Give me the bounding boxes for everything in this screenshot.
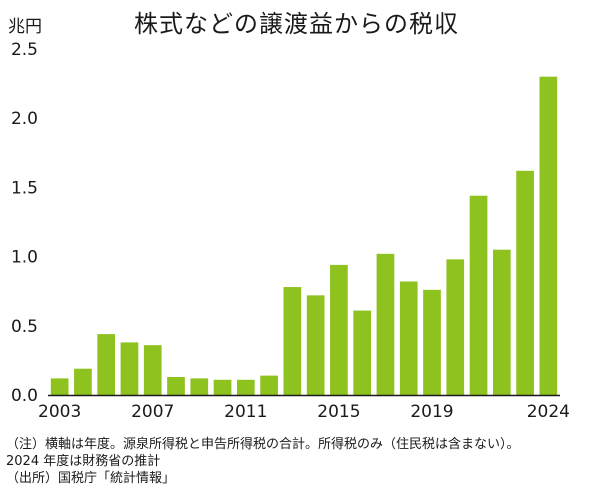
y-axis-unit-label: 兆円 [8, 17, 42, 37]
x-tick-label: 2019 [410, 402, 453, 422]
bar-2007 [143, 345, 162, 395]
bar-2014 [306, 295, 325, 395]
bar-2013 [283, 287, 302, 395]
x-tick-label: 2015 [317, 402, 360, 422]
chart-title: 株式などの譲渡益からの税収 [134, 10, 459, 38]
y-tick-label: 0.0 [11, 386, 38, 406]
bar-2011 [236, 379, 255, 395]
footnote-note: （注）横軸は年度。源泉所得税と申告所得税の合計。所得税のみ（住民税は含まない）。 [6, 437, 520, 452]
y-tick-label: 0.5 [11, 317, 38, 337]
bar-2024 [539, 76, 558, 396]
bar-2003 [50, 378, 69, 395]
bar-2017 [376, 253, 395, 395]
bar-2012 [260, 375, 278, 395]
footnote-source: （出所）国税庁「統計情報」 [6, 471, 176, 486]
y-tick-label: 2.0 [11, 109, 38, 129]
bar-2018 [399, 281, 418, 395]
footnote-estimate: 2024 年度は財務省の推計 [6, 454, 161, 469]
bar-2020 [446, 259, 465, 395]
bar-2006 [120, 342, 139, 395]
bar-2008 [167, 377, 185, 395]
y-tick-label: 1.0 [11, 248, 38, 268]
y-tick-label: 2.5 [11, 40, 38, 60]
bar-2019 [423, 289, 441, 395]
bar-2015 [330, 264, 348, 395]
bar-2010 [213, 379, 232, 395]
x-tick-label: 2024 [527, 402, 570, 422]
x-tick-label: 2011 [224, 402, 267, 422]
bar-2004 [74, 368, 92, 395]
y-tick-label: 1.5 [11, 178, 38, 198]
bar-2023 [516, 170, 534, 395]
bar-2009 [190, 378, 209, 395]
bar-2016 [353, 310, 372, 395]
bar-2021 [469, 195, 488, 395]
x-tick-label: 2007 [131, 402, 174, 422]
bar-2005 [97, 334, 116, 395]
bar-2022 [492, 249, 511, 395]
x-tick-label: 2003 [38, 402, 81, 422]
